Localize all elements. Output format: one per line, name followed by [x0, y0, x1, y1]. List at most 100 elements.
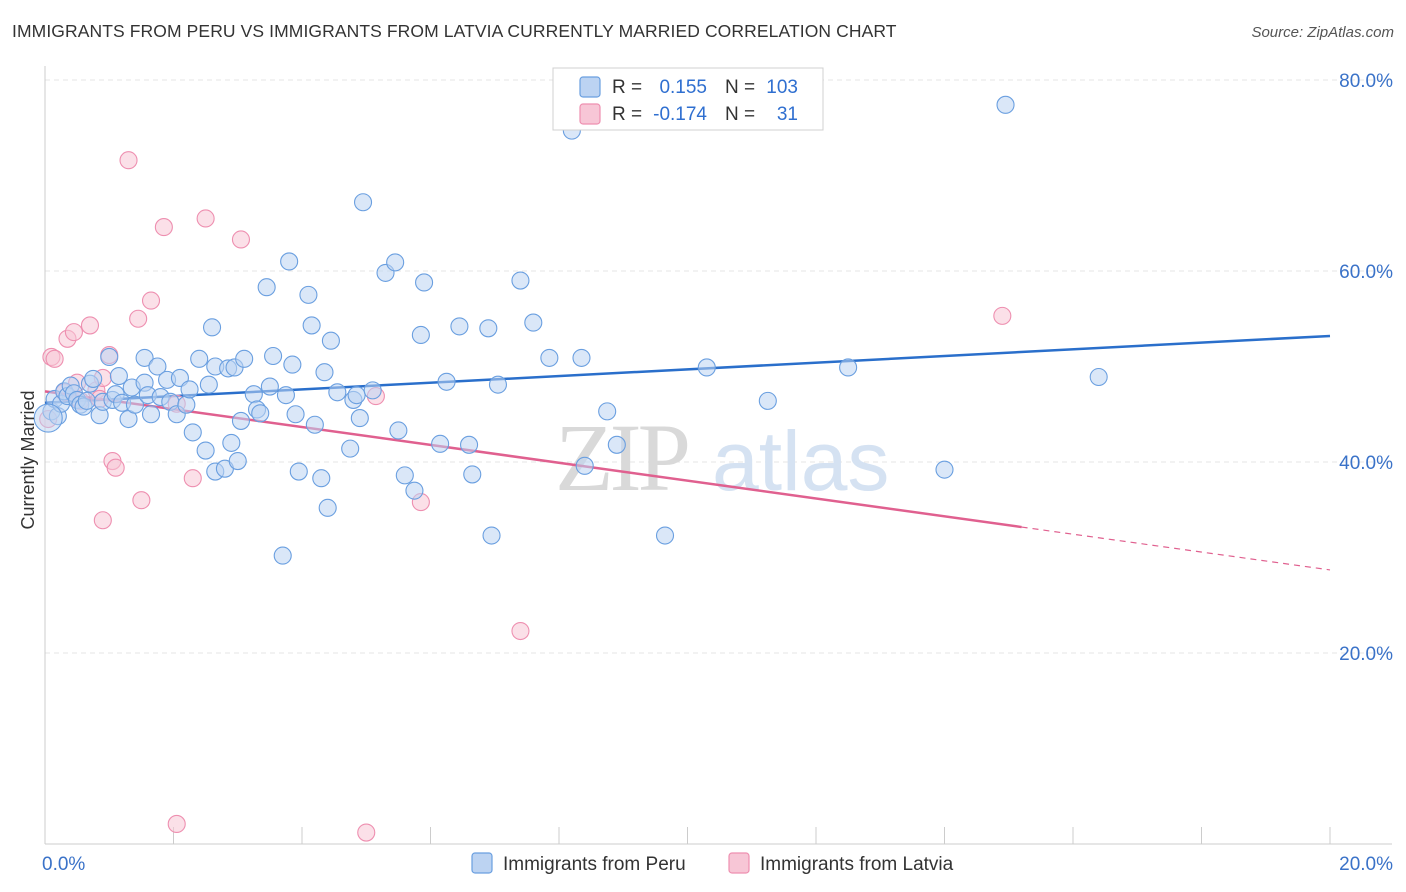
- peru-point-27: [141, 405, 161, 424]
- y-tick-label-0: 20.0%: [1339, 644, 1393, 665]
- peru-point-68: [321, 331, 340, 350]
- peru-point-63: [302, 316, 321, 335]
- latvia-point-24: [231, 230, 251, 249]
- peru-point-40: [203, 318, 222, 337]
- peru-point-cluster: [33, 403, 63, 433]
- latvia-point-2: [45, 349, 64, 368]
- peru-point-84: [437, 372, 456, 391]
- y-tick-label-1: 40.0%: [1339, 453, 1393, 474]
- peru-point-48: [231, 411, 251, 430]
- peru-point-11: [77, 391, 96, 410]
- latvia-point-14: [106, 458, 125, 477]
- axes: [44, 66, 1392, 845]
- peru-point-16: [100, 347, 119, 367]
- peru-point-72: [347, 386, 366, 405]
- peru-point-50: [244, 385, 263, 404]
- y-axis-label: Currently Married: [18, 390, 38, 529]
- legend-r-label-peru: R =: [612, 77, 642, 98]
- bottom-legend-swatch-latvia: [728, 852, 750, 874]
- chart-title: IMMIGRANTS FROM PERU VS IMMIGRANTS FROM …: [12, 21, 897, 41]
- peru-point-80: [405, 481, 424, 500]
- peru-point-35: [180, 380, 199, 399]
- peru-point-97: [598, 402, 617, 421]
- peru-point-60: [286, 405, 305, 424]
- tick-labels: 20.0% 40.0% 60.0% 80.0% 0.0% 20.0%: [42, 71, 1393, 875]
- peru-point-23: [125, 395, 144, 414]
- peru-point-69: [328, 383, 347, 402]
- peru-point-86: [459, 435, 479, 454]
- peru-point-103: [935, 460, 954, 479]
- legend-r-label-latvia: R =: [612, 104, 642, 125]
- peru-point-37: [190, 349, 209, 368]
- latvia-point-28: [511, 621, 530, 641]
- peru-point-90: [488, 375, 508, 394]
- peru-point-13: [84, 369, 103, 388]
- y-tick-label-2: 60.0%: [1339, 262, 1393, 283]
- peru-point-34: [177, 395, 196, 414]
- peru-point-87: [463, 465, 482, 484]
- peru-point-61: [289, 462, 308, 481]
- peru-point-39: [199, 375, 218, 394]
- peru-point-55: [264, 346, 283, 366]
- peru-point-67: [318, 498, 337, 517]
- latvia-point-22: [183, 469, 202, 488]
- latvia-point-18: [141, 291, 161, 310]
- peru-point-59: [283, 355, 302, 374]
- legend-swatch-peru: [579, 76, 601, 98]
- legend-n-value-peru: 103: [766, 77, 798, 98]
- peru-points: [33, 95, 1108, 565]
- legend-n-value-latvia: 31: [777, 104, 798, 125]
- peru-point-58: [280, 252, 299, 271]
- peru-point-45: [222, 433, 241, 452]
- latvia-point-19: [154, 218, 173, 237]
- peru-point-57: [276, 386, 295, 405]
- source-credit: Source: ZipAtlas.com: [1251, 24, 1394, 41]
- peru-point-49: [235, 349, 254, 368]
- x-tick-label-0: 0.0%: [42, 854, 85, 875]
- legend-n-label-peru: N =: [725, 77, 755, 98]
- peru-point-38: [196, 441, 215, 460]
- peru-point-70: [341, 439, 360, 458]
- latvia-point-21: [167, 814, 186, 833]
- legend-r-value-latvia: -0.174: [653, 104, 707, 125]
- peru-point-62: [299, 285, 318, 304]
- watermark-atlas: atlas: [712, 414, 889, 508]
- peru-point-52: [251, 404, 270, 423]
- peru-point-77: [386, 253, 405, 272]
- peru-point-73: [350, 409, 369, 428]
- bottom-legend: Immigrants from Peru Immigrants from Lat…: [471, 852, 954, 875]
- peru-point-96: [575, 456, 594, 475]
- peru-point-91: [511, 271, 530, 290]
- peru-point-75: [363, 381, 382, 400]
- watermark: ZIP atlas: [555, 404, 889, 511]
- peru-point-92: [524, 313, 543, 332]
- peru-point-53: [257, 278, 276, 297]
- peru-point-100: [697, 358, 716, 377]
- latvia-point-17: [132, 491, 151, 510]
- latvia-point-16: [129, 309, 148, 328]
- peru-point-81: [411, 325, 430, 345]
- peru-point-28: [148, 357, 167, 376]
- bottom-legend-swatch-peru: [471, 852, 493, 874]
- latvia-trend-line: [44, 390, 1022, 529]
- peru-point-79: [395, 466, 414, 485]
- bottom-legend-label-peru: Immigrants from Peru: [503, 854, 686, 875]
- top-legend: R = 0.155 N = 103 R = -0.174 N = 31: [552, 67, 824, 131]
- peru-point-101: [758, 391, 777, 410]
- peru-point-78: [389, 421, 408, 440]
- y-tick-label-3: 80.0%: [1339, 71, 1393, 92]
- peru-point-25: [135, 348, 154, 367]
- legend-r-value-peru: 0.155: [659, 77, 707, 98]
- bottom-legend-label-latvia: Immigrants from Latvia: [760, 854, 954, 875]
- peru-point-64: [305, 415, 324, 434]
- peru-point-93: [540, 348, 559, 367]
- peru-point-85: [450, 317, 469, 336]
- latvia-point-23: [196, 209, 215, 228]
- watermark-zip: ZIP: [555, 404, 688, 511]
- peru-point-19: [109, 366, 128, 386]
- peru-point-74: [353, 193, 373, 212]
- latvia-point-25: [357, 823, 376, 842]
- legend-swatch-latvia: [579, 103, 601, 125]
- peru-point-66: [315, 363, 334, 382]
